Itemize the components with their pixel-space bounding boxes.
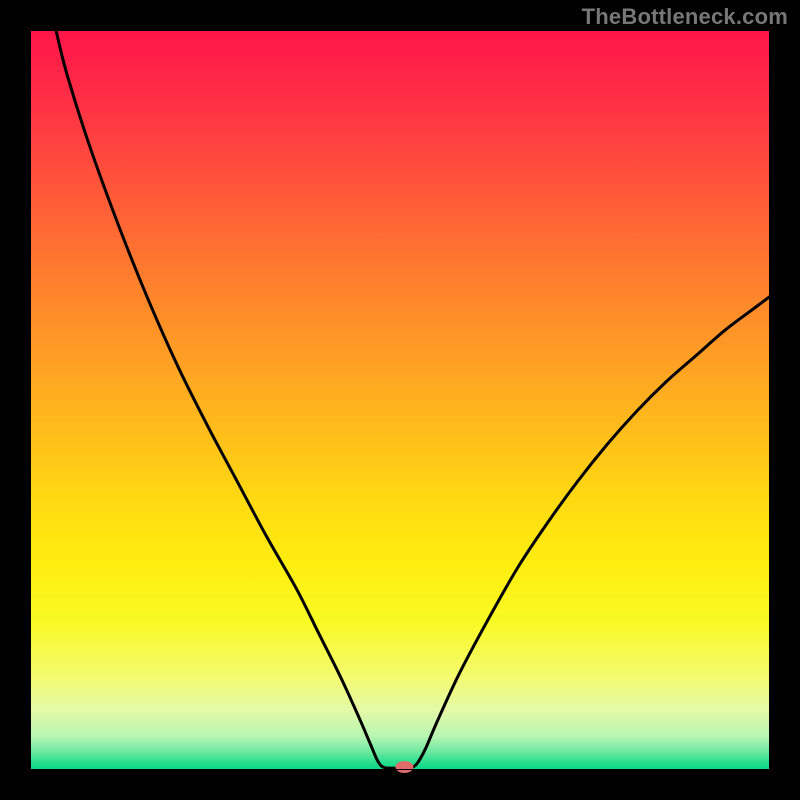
chart-svg	[0, 0, 800, 800]
chart-gradient-background	[30, 30, 770, 770]
optimal-point-marker	[395, 761, 413, 773]
bottleneck-chart: TheBottleneck.com	[0, 0, 800, 800]
